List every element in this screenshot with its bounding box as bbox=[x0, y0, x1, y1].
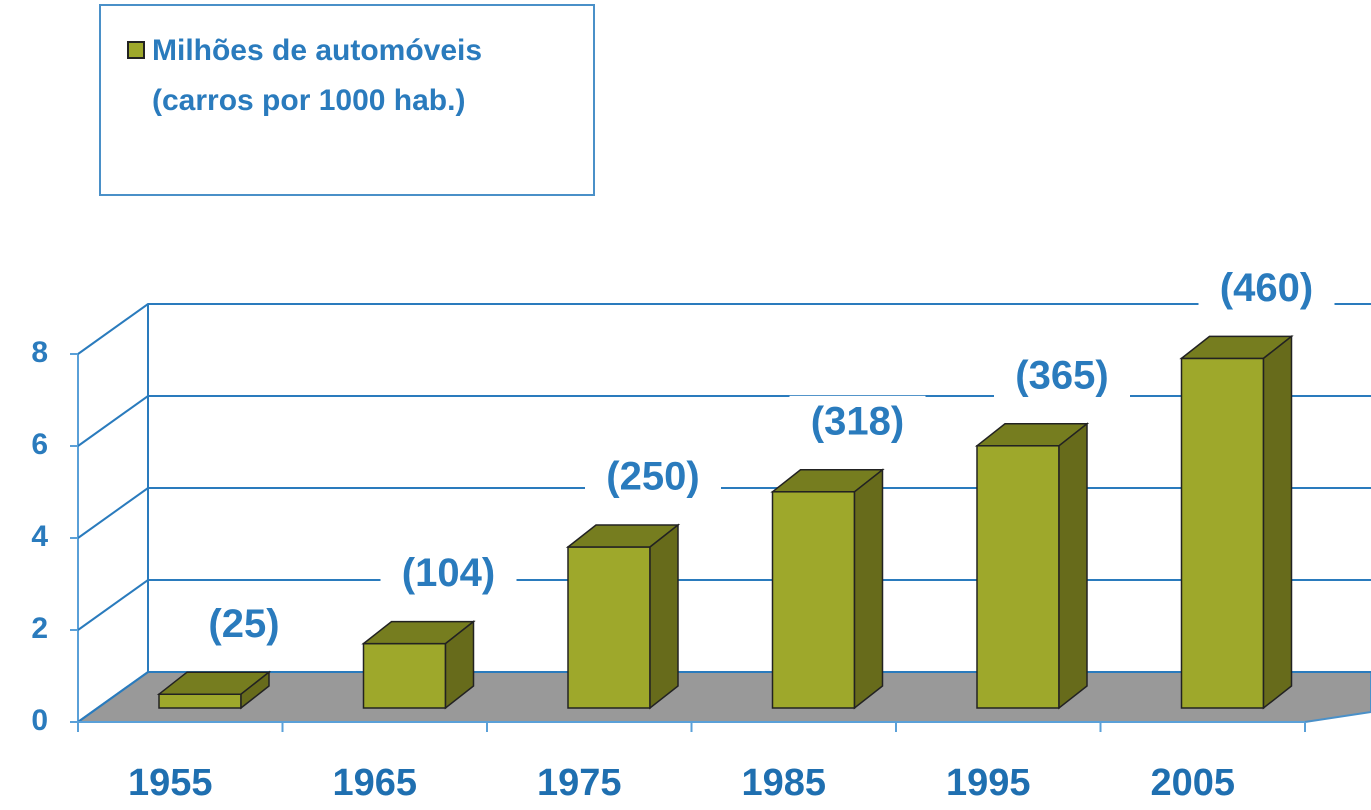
y-tick-label: 8 bbox=[31, 336, 48, 369]
annotation: (460) bbox=[1220, 266, 1313, 310]
x-tick-label: 1965 bbox=[332, 762, 417, 804]
bar-front bbox=[362, 642, 447, 709]
grid-line bbox=[77, 303, 1371, 355]
grid-line bbox=[77, 579, 1371, 631]
annotation-bg bbox=[380, 547, 517, 604]
grid-line bbox=[77, 671, 1371, 723]
bar-side bbox=[853, 468, 884, 710]
y-tick-label: 6 bbox=[31, 428, 48, 461]
annotation-bg bbox=[176, 598, 312, 655]
annotation-bg bbox=[789, 395, 926, 452]
x-tick-label: 2005 bbox=[1150, 762, 1235, 804]
grid-line bbox=[77, 395, 1371, 447]
legend-label: Milhões de automóveis (carros por 1000 h… bbox=[152, 34, 483, 117]
annotation-bg bbox=[994, 349, 1130, 406]
grid-line bbox=[77, 487, 1371, 539]
legend-marker bbox=[127, 41, 145, 59]
bar-front bbox=[976, 445, 1060, 709]
bar-front bbox=[771, 491, 856, 709]
legend-box bbox=[99, 4, 595, 196]
x-tick-label: 1955 bbox=[128, 762, 213, 804]
x-tick-label: 1985 bbox=[741, 762, 826, 804]
bar-side bbox=[444, 620, 475, 710]
annotation: (250) bbox=[606, 455, 699, 499]
bar-side bbox=[1262, 334, 1293, 710]
annotation-bg bbox=[585, 451, 721, 507]
annotation: (25) bbox=[208, 602, 279, 646]
floor bbox=[74, 671, 1371, 723]
y-tick-label: 2 bbox=[31, 612, 48, 645]
bar-side bbox=[649, 523, 679, 710]
annotation-bg bbox=[1198, 262, 1335, 319]
bar-front bbox=[158, 693, 242, 709]
bar-front bbox=[567, 546, 651, 709]
y-tick-label: 4 bbox=[31, 520, 48, 553]
annotation: (104) bbox=[402, 551, 495, 595]
annotation: (365) bbox=[1015, 353, 1108, 397]
bar-side bbox=[240, 670, 270, 710]
bar-side bbox=[1058, 422, 1088, 710]
x-tick-label: 1995 bbox=[946, 762, 1031, 804]
bar-front bbox=[1180, 357, 1265, 709]
x-tick-label: 1975 bbox=[537, 762, 622, 804]
y-tick-label: 0 bbox=[31, 704, 48, 737]
annotation: (318) bbox=[811, 399, 904, 443]
